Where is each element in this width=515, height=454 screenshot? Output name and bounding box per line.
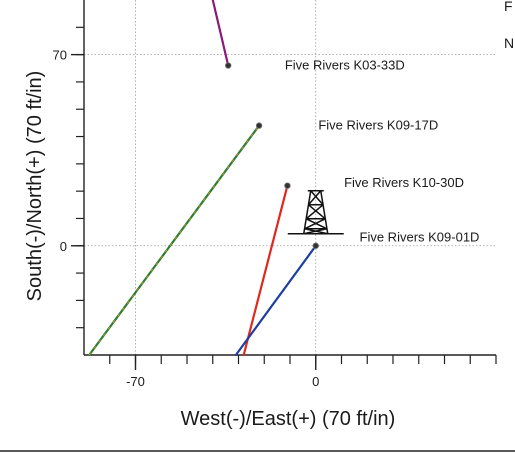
well-path-line bbox=[242, 184, 289, 357]
y-tick-label: 0 bbox=[60, 239, 67, 254]
edge-text-top: F bbox=[504, 0, 513, 14]
rig-brace bbox=[307, 190, 322, 206]
grid-lines bbox=[84, 0, 496, 355]
x-tick-label: -70 bbox=[126, 374, 145, 389]
rig-brace bbox=[310, 190, 324, 206]
well-label: Five Rivers K03-33D bbox=[285, 58, 405, 73]
rig-leg-left bbox=[303, 190, 312, 234]
rig-leg-right bbox=[320, 190, 329, 234]
rig-brace bbox=[303, 228, 328, 235]
plot-frame bbox=[71, 0, 497, 370]
rig-brace bbox=[307, 204, 326, 220]
drilling-rig-icon bbox=[287, 190, 344, 235]
well-path-endpoint bbox=[255, 122, 263, 129]
tick-labels: -70 0 0 70 bbox=[53, 48, 320, 389]
well-path-1 bbox=[211, 0, 232, 69]
well-paths bbox=[88, 0, 319, 357]
well-label: Five Rivers K09-17D bbox=[318, 118, 438, 133]
well-path-3 bbox=[242, 182, 291, 357]
well-labels: Five Rivers K03-33D Five Rivers K09-17D Fi… bbox=[285, 58, 480, 245]
rig-brace bbox=[304, 218, 326, 230]
well-path-line bbox=[88, 124, 261, 357]
x-tick-label: 0 bbox=[312, 374, 319, 389]
well-path-2 bbox=[88, 122, 263, 357]
y-axis-title: South(-)/North(+) (70 ft/in) bbox=[24, 71, 46, 302]
well-path-endpoint bbox=[224, 62, 232, 69]
edge-text-second: N bbox=[504, 35, 514, 51]
well-path-4 bbox=[234, 242, 319, 357]
well-label: Five Rivers K10-30D bbox=[344, 175, 464, 190]
well-path-line bbox=[234, 244, 317, 357]
rig-brace bbox=[305, 204, 324, 220]
well-path-endpoint bbox=[312, 242, 319, 249]
well-path-endpoint bbox=[284, 182, 291, 189]
y-tick-label: 70 bbox=[53, 48, 67, 63]
well-path-line bbox=[211, 0, 230, 67]
well-label: Five Rivers K09-01D bbox=[360, 230, 480, 245]
x-axis-title: West(-)/East(+) (70 ft/in) bbox=[181, 408, 396, 430]
